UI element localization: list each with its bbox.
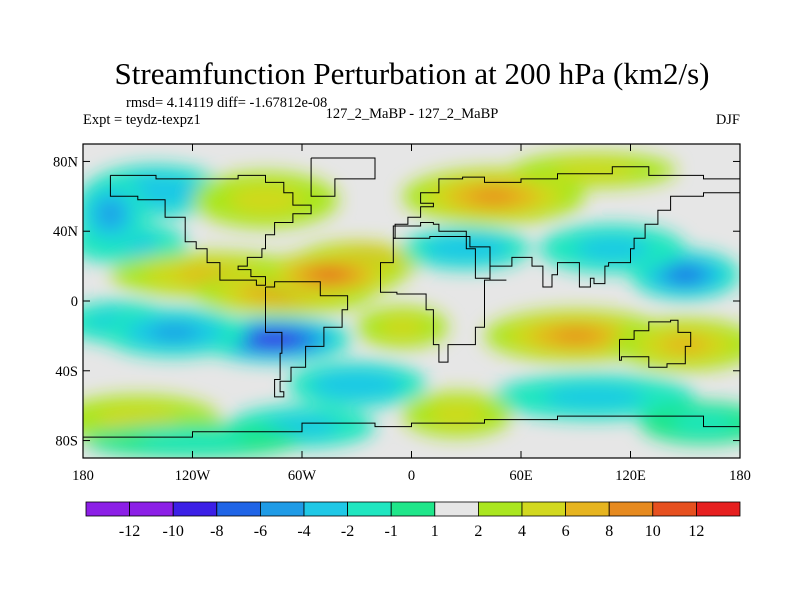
colorbar-label-0: -12: [119, 523, 140, 540]
coastline-4: [392, 166, 740, 288]
contour-blob-11-level-2: [333, 377, 380, 393]
x-tick-label-5: 120E: [615, 468, 646, 484]
colorbar-swatch-1: [129, 501, 174, 517]
colorbar-label-13: 12: [688, 523, 704, 540]
contour-blob-14-level-1: [137, 431, 248, 450]
colorbar-swatch-10: [521, 501, 566, 517]
colorbar-label-3: -6: [254, 523, 267, 540]
contour-blob-9-level-5: [261, 335, 288, 344]
y-axis: 80N 40N 0 40S 80S: [53, 154, 740, 450]
colorbar-swatch-12: [608, 501, 654, 517]
x-tick-label-2: 60W: [288, 468, 317, 484]
coastline-6: [83, 415, 740, 438]
colorbar-label-6: -1: [385, 523, 398, 540]
x-tick-label-0: 180: [72, 468, 94, 484]
colorbar-swatch-9: [477, 501, 523, 517]
contour-blob-19-level-1: [575, 236, 649, 261]
colorbar: -12 -10 -8 -6 -4 -2 -1 1 2 4 6 8 10 12: [85, 501, 741, 540]
x-tick-label-1: 120W: [175, 468, 211, 484]
colorbar-swatch-3: [216, 501, 261, 517]
y-tick-label-0: 80N: [53, 154, 79, 170]
contour-blob-16-level-1: [552, 161, 636, 179]
contour-blob-22-level-1: [543, 385, 645, 409]
colorbar-swatch-7: [390, 501, 436, 517]
y-tick-label-4: 80S: [55, 434, 78, 450]
contour-blob-10-level-2: [149, 324, 199, 341]
colorbar-label-9: 4: [518, 523, 526, 540]
colorbar-swatch-0: [85, 501, 130, 517]
colorbar-label-10: 6: [562, 523, 570, 540]
x-tick-label-6: 180: [729, 468, 751, 484]
coastline-0: [109, 174, 312, 286]
colorbar-label-5: -2: [341, 523, 354, 540]
x-tick-label-3: 0: [408, 468, 415, 484]
stats-text: rmsd= 4.14119 diff= -1.67812e-08: [126, 95, 327, 111]
contour-blob-0-level-2: [132, 182, 180, 200]
contour-fill-layer: [83, 152, 740, 458]
colorbar-swatch-2: [172, 501, 218, 517]
contour-blob-25-level-1: [379, 316, 426, 338]
colorbar-swatch-13: [652, 501, 697, 517]
coastline-2: [310, 157, 376, 197]
y-tick-label-3: 40S: [55, 364, 78, 380]
contour-blob-23-level-1: [429, 403, 485, 426]
colorbar-label-2: -8: [210, 523, 223, 540]
coastline-layer: [83, 157, 740, 438]
contour-blob-18-level-3: [671, 268, 699, 281]
contour-blob-20-level-3: [552, 329, 599, 343]
left-label: Expt = teydz-texpz1: [83, 112, 201, 128]
colorbar-label-7: 1: [431, 523, 439, 540]
colorbar-swatch-5: [303, 501, 348, 517]
colorbar-swatch-6: [347, 501, 392, 517]
coastline-1: [265, 281, 349, 398]
plot-area: [83, 144, 740, 458]
contour-blob-21-level-2: [660, 335, 710, 354]
contour-blob-6-level-4: [314, 270, 344, 280]
colorbar-label-11: 8: [605, 523, 613, 540]
contour-blob-7-level-2: [98, 200, 123, 227]
coastline-3: [380, 236, 507, 363]
colorbar-swatch-11: [565, 501, 610, 517]
coastline-5: [619, 319, 692, 368]
colorbar-swatch-8: [434, 501, 479, 517]
contour-blob-15-level-3: [470, 189, 517, 204]
contour-blob-2-level-1: [229, 185, 302, 214]
center-label: 127_2_MaBP - 127_2_MaBP: [326, 106, 499, 122]
y-tick-label-2: 0: [71, 294, 78, 310]
colorbar-label-12: 10: [645, 523, 661, 540]
x-axis: 180 120W 60W 0 60E 120E 180: [72, 144, 751, 484]
y-tick-label-1: 40N: [53, 224, 79, 240]
x-tick-label-4: 60E: [509, 468, 533, 484]
right-label: DJF: [716, 112, 740, 128]
colorbar-swatch-4: [259, 501, 305, 517]
chart-title: Streamfunction Perturbation at 200 hPa (…: [115, 56, 710, 91]
colorbar-label-8: 2: [474, 523, 482, 540]
colorbar-swatch-14: [696, 501, 741, 517]
colorbar-label-1: -10: [163, 523, 184, 540]
colorbar-label-4: -4: [297, 523, 310, 540]
